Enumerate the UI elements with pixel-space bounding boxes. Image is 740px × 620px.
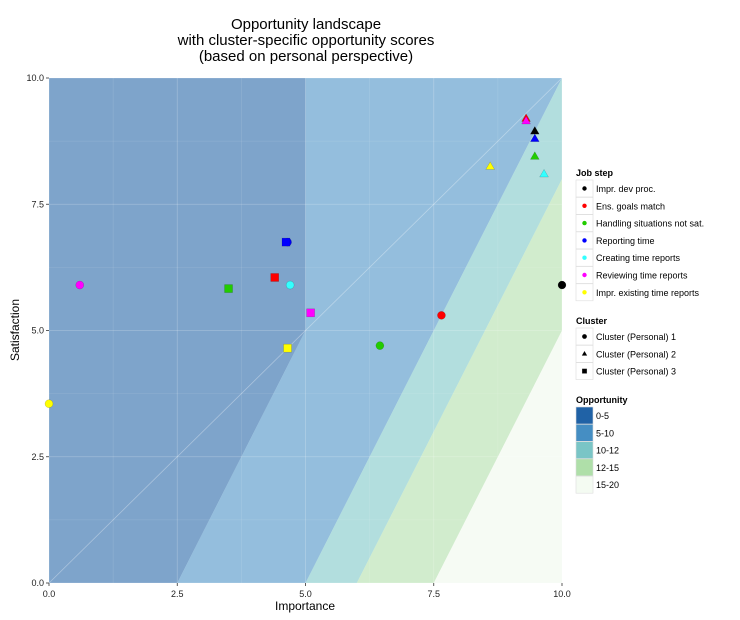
opportunity-band-10-12 bbox=[305, 78, 562, 583]
grid-lines bbox=[49, 78, 562, 583]
y-tick-label: 10.0 bbox=[26, 73, 44, 83]
legend-swatch-circle bbox=[581, 333, 588, 340]
x-tick-label: 7.5 bbox=[427, 589, 440, 599]
legend-item-job-step: Impr. dev proc. bbox=[575, 179, 656, 198]
legend-label: Cluster (Personal) 2 bbox=[596, 349, 676, 359]
chart-title-line-1: Opportunity landscape bbox=[231, 16, 381, 33]
opportunity-band-12-15 bbox=[356, 78, 562, 583]
legend-label: 5-10 bbox=[596, 428, 614, 438]
legend-swatch-band bbox=[575, 458, 594, 477]
legend-title-cluster: Cluster bbox=[576, 316, 608, 326]
legend-label: Impr. existing time reports bbox=[596, 288, 700, 298]
legend-title-job-step: Job step bbox=[576, 168, 614, 178]
chart-title-line-2: with cluster-specific opportunity scores bbox=[177, 32, 435, 49]
reference-diagonal bbox=[49, 78, 562, 583]
opportunity-bands bbox=[49, 78, 562, 583]
data-points bbox=[44, 113, 567, 408]
legend-swatch-band bbox=[575, 475, 594, 494]
legend-label: 10-12 bbox=[596, 446, 619, 456]
data-point-circle bbox=[375, 341, 385, 350]
data-point-circle bbox=[44, 399, 54, 408]
legend-label: Handling situations not sat. bbox=[596, 219, 704, 229]
opportunity-band-15-20 bbox=[433, 78, 562, 583]
legend-label: Ens. goals match bbox=[596, 201, 665, 211]
x-tick-label: 0.0 bbox=[43, 589, 56, 599]
data-point-square bbox=[281, 237, 291, 247]
data-point-circle bbox=[285, 280, 295, 290]
legend-label: Cluster (Personal) 1 bbox=[596, 332, 676, 342]
data-point-triangle bbox=[529, 133, 540, 142]
data-point-triangle bbox=[539, 168, 549, 178]
y-tick-label: 7.5 bbox=[31, 199, 44, 209]
legend-swatch-dot bbox=[582, 186, 587, 191]
legend-swatch-dot bbox=[582, 238, 587, 243]
chart-title: Opportunity landscape with cluster-speci… bbox=[177, 16, 435, 65]
legend-item-opportunity: 10-12 bbox=[575, 441, 619, 459]
legend-title-opportunity: Opportunity bbox=[576, 395, 628, 405]
y-tick-label: 0.0 bbox=[31, 578, 44, 588]
legend-swatch-band bbox=[575, 406, 594, 425]
legend-label: Cluster (Personal) 3 bbox=[596, 367, 676, 377]
legend-swatch-dot bbox=[582, 220, 587, 226]
data-point-circle bbox=[557, 280, 567, 290]
opportunity-band-5-10 bbox=[177, 78, 562, 583]
chart-title-line-3: (based on personal perspective) bbox=[199, 48, 413, 65]
legend-item-job-step: Reviewing time reports bbox=[575, 266, 688, 284]
x-tick-label: 5.0 bbox=[299, 589, 312, 599]
axis-ticks: 0.0 2.5 5.0 7.5 10.0 0.0 2.5 5.0 7.5 10.0 bbox=[26, 73, 570, 599]
data-point-circle bbox=[437, 311, 446, 320]
x-axis-title: Importance bbox=[275, 599, 335, 613]
legend-label: Impr. dev proc. bbox=[596, 184, 656, 194]
data-point-square bbox=[306, 308, 315, 318]
legend-swatch-dot bbox=[582, 272, 587, 278]
legend-item-job-step: Reporting time bbox=[575, 231, 655, 250]
legend-label: 15-20 bbox=[596, 480, 619, 490]
data-point-triangle bbox=[529, 151, 540, 160]
x-tick-label: 10.0 bbox=[553, 589, 571, 599]
legend-swatch-square bbox=[581, 368, 588, 374]
y-tick-label: 2.5 bbox=[31, 452, 44, 462]
legend-item-opportunity: 12-15 bbox=[575, 458, 619, 477]
legend-item-job-step: Ens. goals match bbox=[575, 197, 665, 215]
opportunity-band-0-5 bbox=[49, 78, 306, 583]
legend-item-job-step: Handling situations not sat. bbox=[575, 214, 704, 232]
data-point-square bbox=[270, 273, 279, 282]
legend-item-cluster: Cluster (Personal) 1 bbox=[575, 327, 676, 346]
diagonal-line bbox=[49, 78, 562, 583]
data-point-triangle bbox=[521, 115, 531, 125]
legend-item-opportunity: 5-10 bbox=[575, 423, 614, 442]
legend-swatch-band bbox=[575, 441, 594, 459]
legend-label: Reviewing time reports bbox=[596, 271, 688, 281]
y-axis-title: Satisfaction bbox=[8, 299, 22, 361]
legend-item-opportunity: 0-5 bbox=[575, 406, 609, 425]
legend: Job step Impr. dev proc. Ens. goals match H… bbox=[575, 168, 704, 494]
data-point-triangle bbox=[485, 161, 496, 170]
data-point-square bbox=[283, 343, 292, 353]
legend-swatch-band bbox=[575, 423, 594, 442]
legend-item-job-step: Creating time reports bbox=[575, 248, 681, 267]
data-point-square bbox=[224, 284, 233, 293]
x-tick-label: 2.5 bbox=[171, 589, 184, 599]
legend-label: Reporting time bbox=[596, 236, 655, 246]
legend-label: Creating time reports bbox=[596, 253, 681, 263]
legend-label: 12-15 bbox=[596, 463, 619, 473]
y-tick-label: 5.0 bbox=[31, 326, 44, 336]
legend-item-opportunity: 15-20 bbox=[575, 475, 619, 494]
data-point-circle bbox=[75, 280, 85, 290]
legend-label: 0-5 bbox=[596, 411, 609, 421]
legend-swatch-dot bbox=[582, 255, 587, 260]
legend-swatch-dot bbox=[582, 290, 587, 295]
legend-swatch-dot bbox=[582, 203, 587, 208]
legend-item-job-step: Impr. existing time reports bbox=[575, 283, 700, 302]
legend-item-cluster: Cluster (Personal) 2 bbox=[575, 344, 676, 363]
legend-swatch-triangle bbox=[581, 350, 588, 356]
legend-item-cluster: Cluster (Personal) 3 bbox=[575, 362, 676, 380]
